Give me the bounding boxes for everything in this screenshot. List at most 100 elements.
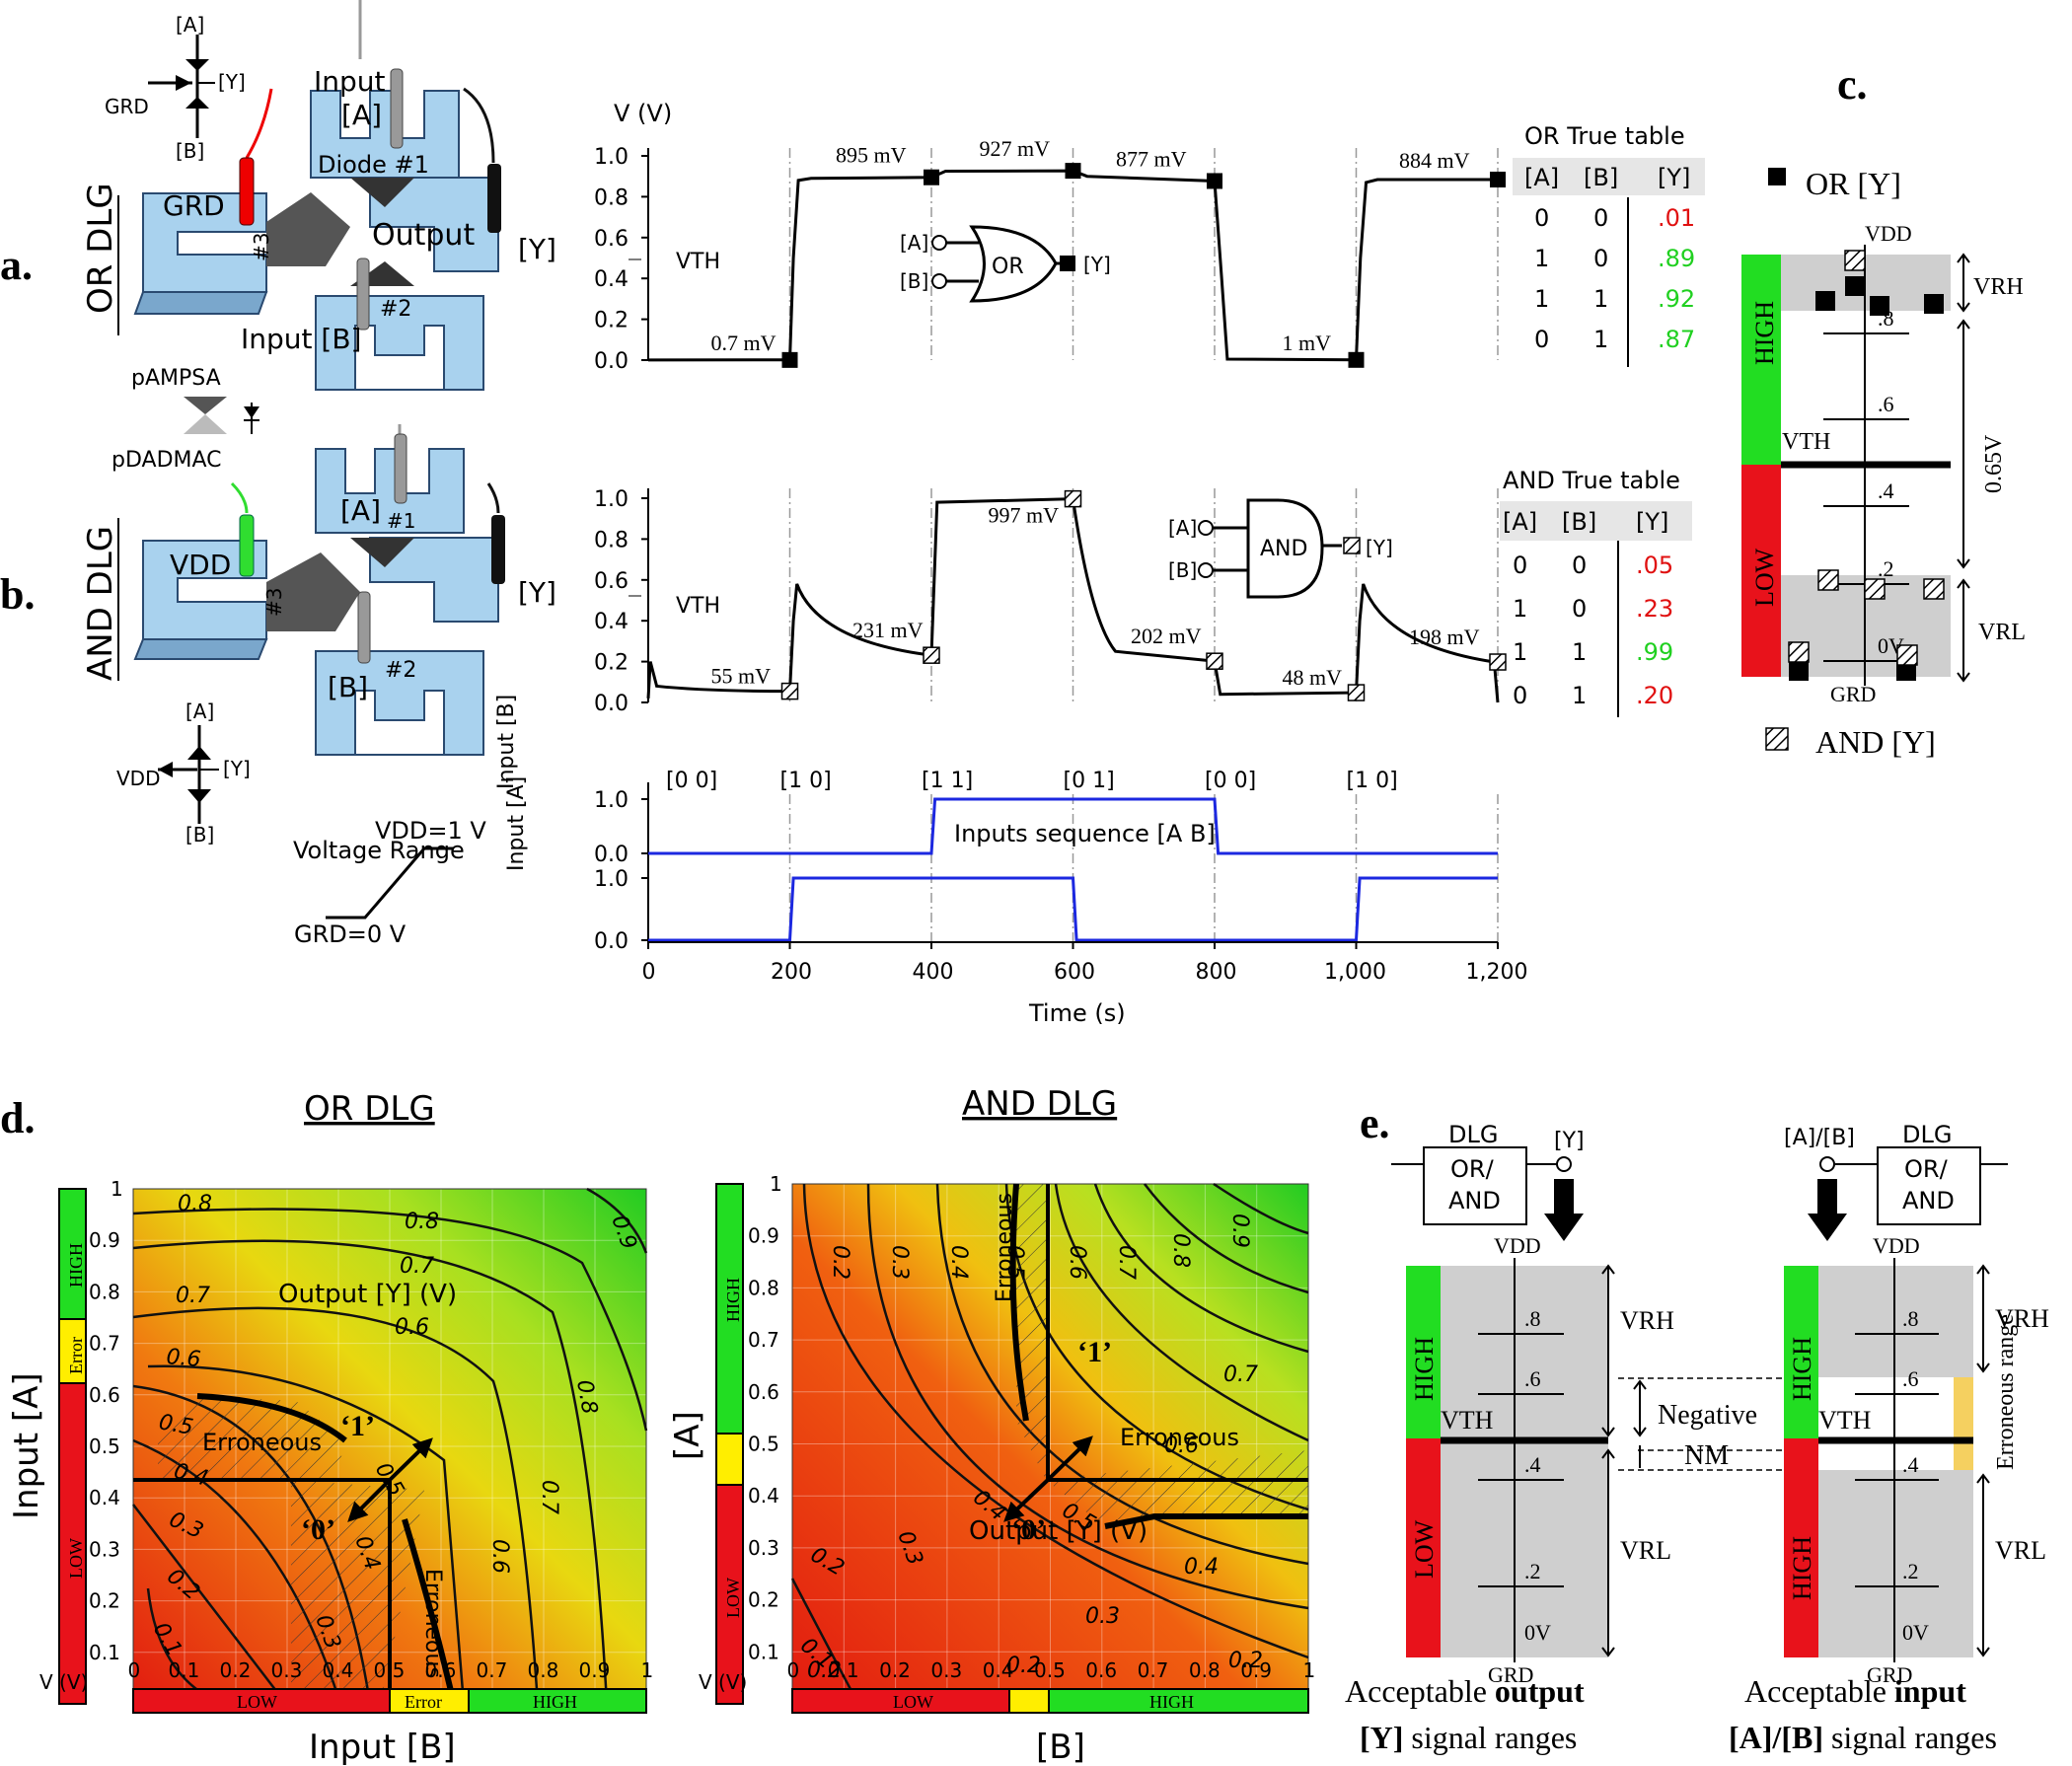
data-marker — [1206, 652, 1223, 670]
x-tick-label: 200 — [771, 960, 812, 985]
value-annotation: 55 mV — [711, 664, 772, 689]
table-cell: 1 — [1534, 285, 1549, 313]
y-tick-label: 0.2 — [594, 651, 629, 676]
y-tick-label: 0.6 — [89, 1383, 120, 1407]
or-heatmap-ylabel: Input [A] — [7, 1372, 46, 1519]
data-marker — [1347, 684, 1366, 701]
value-annotation: 895 mV — [836, 143, 907, 168]
svg-text:Acceptable input: Acceptable input — [1744, 1673, 1966, 1709]
x-tick-label: 800 — [1196, 960, 1237, 985]
y-tick-label: 0.9 — [89, 1228, 120, 1252]
svg-text:#3: #3 — [250, 233, 273, 261]
svg-text:LOW: LOW — [1750, 548, 1779, 607]
svg-text:#3: #3 — [262, 588, 286, 617]
contour-label: 0.7 — [400, 1254, 434, 1279]
table-header: [B] — [1562, 508, 1596, 536]
table-header: [A] — [1524, 164, 1559, 191]
table-cell: 1 — [1572, 638, 1587, 666]
svg-text:#2: #2 — [380, 297, 411, 322]
x-tick-label: 0.5 — [374, 1658, 406, 1682]
x-tick-label: 0.2 — [220, 1658, 252, 1682]
x-tick-label: 1,000 — [1324, 960, 1386, 985]
svg-text:‘1’: ‘1’ — [340, 1410, 375, 1442]
x-tick-label: 0.6 — [425, 1658, 457, 1682]
inputs-chart: [0 0] [1 0] [1 1] [0 1] [0 0] [1 0] Input [B]… — [494, 695, 1527, 1027]
or-output-marker — [1845, 276, 1865, 296]
svg-text:VRL: VRL — [1978, 620, 2026, 645]
svg-text:[B]: [B] — [185, 823, 214, 846]
y-tick-label: 0.0 — [594, 349, 629, 374]
svg-text:VDD: VDD — [1873, 1233, 1920, 1258]
grd-symbol: [A] [Y] [B] GRD — [105, 13, 246, 163]
value-annotation: 884 mV — [1399, 148, 1470, 173]
panel-e-noise-margin: Negative NM — [1618, 1377, 1796, 1471]
data-marker — [1348, 351, 1365, 368]
x-tick-label: 0.1 — [169, 1658, 200, 1682]
svg-text:pAMPSA: pAMPSA — [131, 366, 221, 391]
vdd-symbol: [A] [Y] [B] VDD — [116, 699, 251, 846]
svg-text:LOW: LOW — [893, 1692, 933, 1712]
y-tick-label: 0.1 — [89, 1641, 120, 1664]
x-tick-label: 0.4 — [323, 1658, 354, 1682]
y-tick-label: 1.0 — [594, 487, 629, 512]
panel-c-levels: OR [Y] AND [Y] HIGH LOW VDD GRD VTH .8.6… — [1741, 166, 2026, 760]
svg-text:HIGH: HIGH — [533, 1692, 577, 1712]
svg-text:Output [Y] (V): Output [Y] (V) — [278, 1280, 457, 1309]
svg-text:[Y]: [Y] — [1083, 253, 1111, 276]
svg-text:VDD: VDD — [116, 767, 160, 790]
y-tick-label: 0.4 — [594, 267, 629, 292]
value-annotation: 48 mV — [1283, 665, 1343, 690]
y-tick-label: 0.8 — [594, 528, 629, 552]
or-output-chart: V (V) 0.0 0.2 0.4 0.6 0.8 1.0 VTH 0.7 mV 895 m… — [594, 100, 1506, 374]
y-tick-label: 0.7 — [748, 1328, 779, 1352]
and-heatmap-ylabel: [A] — [668, 1411, 707, 1460]
table-cell: 1 — [1572, 682, 1587, 709]
or-output-marker — [1870, 296, 1889, 316]
x-tick-label: 1 — [641, 1658, 654, 1682]
svg-text:Output: Output — [372, 218, 475, 253]
table-header: [A] — [1503, 508, 1537, 536]
inputs-sequence-label: Inputs sequence [A B] — [954, 820, 1216, 847]
svg-text:HIGH: HIGH — [1750, 301, 1779, 365]
table-cell: 0 — [1534, 326, 1549, 353]
svg-text:[Y]: [Y] — [518, 233, 556, 265]
y-tick-label: 0.4 — [89, 1486, 120, 1509]
table-cell: 0 — [1534, 204, 1549, 232]
svg-text:[A]: [A] — [341, 99, 382, 131]
svg-text:LOW: LOW — [66, 1538, 86, 1579]
data-marker — [1490, 172, 1506, 188]
x-tick-label: 1,200 — [1466, 960, 1528, 985]
contour-label: 0.9 — [1227, 1214, 1252, 1248]
level-tick-label: .8 — [1524, 1306, 1541, 1331]
table-cell: 1 — [1593, 326, 1608, 353]
svg-text:[A]: [A] — [1168, 516, 1197, 540]
table-cell: .01 — [1658, 204, 1695, 232]
sequence-label: [0 0] — [666, 769, 717, 793]
svg-text:GRD: GRD — [105, 95, 149, 118]
svg-text:Error: Error — [405, 1692, 442, 1712]
x-tick-label: 0.3 — [271, 1658, 303, 1682]
value-annotation: 927 mV — [980, 136, 1051, 161]
contour-label: 0.5 — [1002, 1245, 1027, 1280]
contour-label: 0.6 — [487, 1539, 512, 1574]
svg-text:HIGH: HIGH — [66, 1243, 86, 1288]
sequence-label: [1 1] — [922, 769, 973, 793]
data-marker — [780, 682, 799, 700]
and-output-marker — [1923, 578, 1945, 600]
y-tick-label: 0.0 — [594, 692, 629, 716]
and-output-marker — [1788, 641, 1810, 663]
svg-text:‘0’: ‘0’ — [1011, 1513, 1046, 1546]
svg-text:AND: AND — [1448, 1187, 1501, 1214]
time-axis-label: Time (s) — [1028, 999, 1126, 1027]
y-tick-label: 1 — [111, 1177, 123, 1201]
svg-text:OR/: OR/ — [1450, 1155, 1495, 1183]
svg-text:[Y]: [Y] — [223, 757, 251, 780]
table-header: [Y] — [1636, 508, 1668, 536]
svg-text:VTH: VTH — [1818, 1406, 1872, 1435]
or-heatmap-title: OR DLG — [304, 1089, 435, 1129]
panel-label-e: e. — [1360, 1099, 1390, 1147]
svg-text:VRL: VRL — [1620, 1536, 1671, 1565]
svg-text:VDD: VDD — [1865, 221, 1912, 246]
table-cell: .20 — [1636, 682, 1673, 709]
and-truth-table: AND True table [A] [B] [Y] 0 0 .05 1 0 .23 1 1 .99 0… — [1500, 467, 1692, 717]
